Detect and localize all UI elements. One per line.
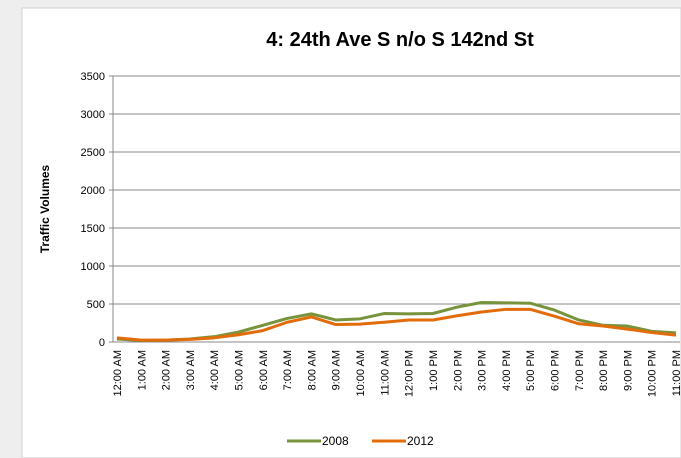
x-tick-label: 8:00 PM [598, 350, 610, 391]
x-tick-label: 7:00 PM [574, 350, 586, 391]
x-tick-label: 11:00 AM [379, 350, 391, 396]
x-tick-label: 9:00 AM [331, 350, 343, 390]
x-tick-label: 12:00 AM [112, 350, 124, 396]
x-tick-label: 10:00 PM [647, 350, 659, 397]
x-tick-label: 9:00 PM [622, 350, 634, 391]
x-tick-label: 3:00 AM [185, 350, 197, 390]
x-tick-label: 2:00 AM [161, 350, 173, 390]
y-tick-label: 3500 [81, 71, 105, 83]
chart-title: 4: 24th Ave S n/o S 142nd St [266, 29, 534, 51]
y-tick-label: 2000 [81, 185, 105, 197]
legend-label: 2008 [322, 434, 349, 448]
x-tick-label: 8:00 AM [306, 350, 318, 390]
x-tick-label: 3:00 PM [477, 350, 489, 391]
y-tick-label: 1500 [81, 223, 105, 235]
x-tick-label: 4:00 PM [501, 350, 513, 391]
x-tick-label: 1:00 PM [428, 350, 440, 391]
x-tick-label: 10:00 AM [355, 350, 367, 396]
x-tick-label: 12:00 PM [404, 350, 416, 397]
x-tick-label: 1:00 AM [136, 350, 148, 390]
legend-label: 2012 [407, 434, 434, 448]
x-tick-label: 5:00 PM [525, 350, 537, 391]
x-tick-label: 7:00 AM [282, 350, 294, 390]
y-tick-label: 1000 [81, 261, 105, 273]
x-tick-label: 5:00 AM [234, 350, 246, 390]
x-tick-label: 11:00 PM [671, 350, 681, 396]
x-tick-label: 6:00 AM [258, 350, 270, 390]
chart-area [21, 7, 681, 458]
y-tick-label: 500 [87, 299, 105, 311]
y-tick-label: 3000 [81, 109, 105, 121]
y-axis-label: Traffic Volumes [38, 164, 52, 253]
series-line [116, 307, 677, 342]
y-tick-label: 0 [99, 337, 105, 349]
x-tick-label: 4:00 AM [209, 350, 221, 390]
x-tick-label: 2:00 PM [452, 350, 464, 391]
y-tick-label: 2500 [81, 147, 105, 159]
x-tick-label: 6:00 PM [549, 350, 561, 391]
